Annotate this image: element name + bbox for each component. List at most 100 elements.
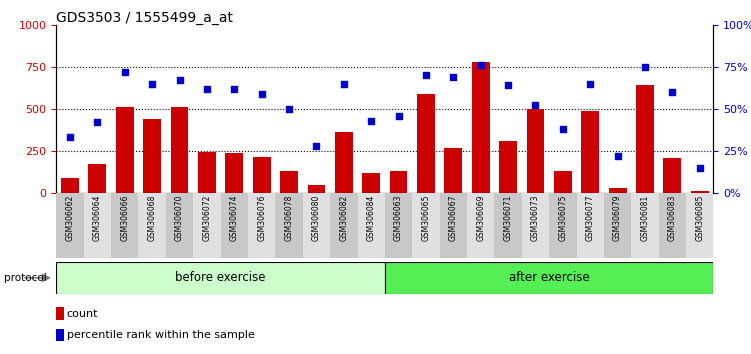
Point [146,81,158,86]
Point [119,69,131,75]
Bar [308,184,325,193]
Text: GSM306074: GSM306074 [230,195,239,241]
Text: GSM306082: GSM306082 [339,195,348,241]
Text: GSM306065: GSM306065 [421,195,430,241]
Text: GSM306072: GSM306072 [203,195,212,241]
Bar [663,159,681,193]
Bar [116,107,134,193]
Bar [335,132,353,193]
Bar [577,193,604,258]
Bar [412,193,439,258]
Bar [581,110,599,193]
Bar [522,193,549,258]
Bar [56,329,64,341]
Text: GSM306079: GSM306079 [613,195,622,241]
Bar [253,157,270,193]
Bar [467,193,494,258]
Text: GSM306085: GSM306085 [695,195,704,241]
Bar [61,178,79,193]
Text: GSM306064: GSM306064 [93,195,102,241]
Bar [221,193,248,258]
Point [173,78,185,83]
Point [529,103,541,108]
Bar [494,193,522,258]
Text: GSM306062: GSM306062 [65,195,74,241]
Text: GSM306083: GSM306083 [668,195,677,241]
Point [420,73,432,78]
Point [694,165,706,171]
Point [639,64,651,70]
Point [338,81,350,86]
Text: GSM306076: GSM306076 [257,195,266,241]
Point [393,113,405,118]
Point [611,153,623,159]
Point [365,118,377,124]
Text: GSM306070: GSM306070 [175,195,184,241]
Bar [193,193,221,258]
Bar [138,193,166,258]
Text: GSM306078: GSM306078 [285,195,294,241]
Text: count: count [67,309,98,319]
Point [92,120,104,125]
Point [448,74,460,80]
Bar [362,173,380,193]
Text: GSM306068: GSM306068 [148,195,157,241]
Text: GSM306071: GSM306071 [504,195,513,241]
Text: GSM306075: GSM306075 [558,195,567,241]
Bar [472,62,490,193]
Point [228,86,240,92]
Text: GSM306067: GSM306067 [449,195,458,241]
Text: GSM306084: GSM306084 [366,195,376,241]
Bar [56,307,64,320]
Point [255,91,267,97]
Text: GSM306073: GSM306073 [531,195,540,241]
Bar [526,109,544,193]
Bar [166,193,193,258]
Bar [385,193,412,258]
Point [556,126,569,132]
Text: GSM306080: GSM306080 [312,195,321,241]
Point [283,106,295,112]
Bar [280,171,298,193]
Point [201,86,213,92]
Bar [198,152,216,193]
Bar [439,193,467,258]
Point [502,82,514,88]
Bar [659,193,686,258]
Bar [225,153,243,193]
Bar [554,171,572,193]
Bar [632,193,659,258]
Text: GSM306063: GSM306063 [394,195,403,241]
Bar [357,193,385,258]
Text: before exercise: before exercise [175,272,266,284]
Text: GSM306081: GSM306081 [641,195,650,241]
Bar [56,193,83,258]
Bar [691,191,709,193]
Text: after exercise: after exercise [509,272,590,284]
Bar [549,193,577,258]
Text: GSM306069: GSM306069 [476,195,485,241]
Bar [604,193,632,258]
Text: percentile rank within the sample: percentile rank within the sample [67,330,255,340]
Bar [445,148,462,193]
Bar [636,85,654,193]
Bar [89,164,107,193]
Bar [56,262,385,294]
Text: protocol: protocol [4,273,47,283]
Bar [499,141,517,193]
Text: GDS3503 / 1555499_a_at: GDS3503 / 1555499_a_at [56,11,234,25]
Bar [111,193,138,258]
Bar [609,188,626,193]
Bar [330,193,357,258]
Text: GSM306066: GSM306066 [120,195,129,241]
Point [666,89,678,95]
Bar [385,262,713,294]
Bar [303,193,330,258]
Point [310,143,322,149]
Text: GSM306077: GSM306077 [586,195,595,241]
Bar [276,193,303,258]
Bar [170,107,189,193]
Bar [390,171,408,193]
Point [64,135,76,140]
Bar [83,193,111,258]
